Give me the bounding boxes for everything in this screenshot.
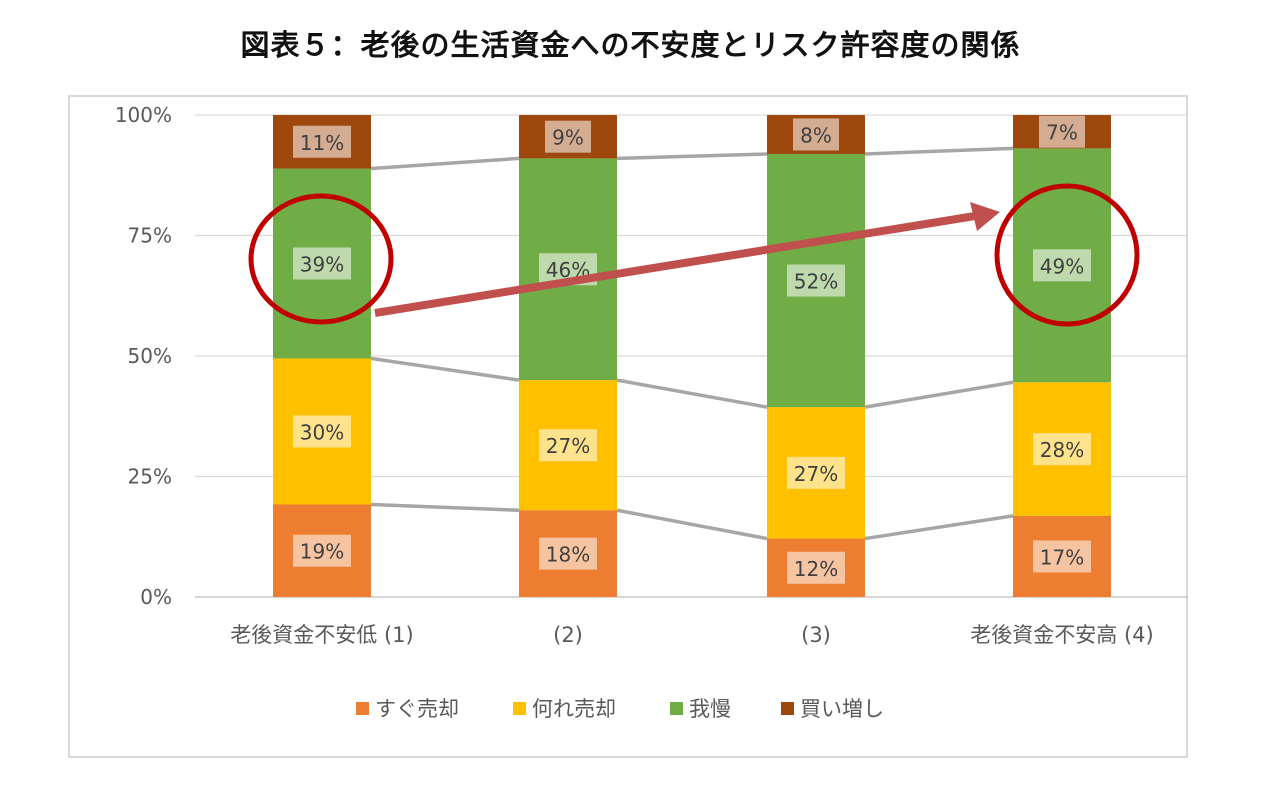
series-connector-line	[370, 356, 1014, 409]
highlight-circle	[994, 183, 1140, 327]
data-label-box	[293, 247, 351, 280]
data-label-box	[793, 118, 839, 151]
series-connector-line	[370, 146, 1014, 171]
y-tick-label: 75%	[128, 224, 172, 248]
x-category-label: (3)	[801, 623, 831, 647]
data-label-box	[787, 551, 845, 584]
legend-swatch	[513, 702, 526, 715]
data-label: 49%	[1040, 254, 1084, 278]
x-category-label: (2)	[553, 623, 583, 647]
legend-label: 買い増し	[800, 697, 884, 721]
trend-arrow-shaft	[374, 212, 976, 317]
data-label: 9%	[552, 126, 584, 150]
legend-swatch	[781, 702, 794, 715]
y-tick-label: 25%	[128, 465, 172, 489]
data-label: 17%	[1040, 545, 1084, 569]
data-label-box	[1033, 249, 1091, 282]
chart-title: 図表５：老後の生活資金への不安度とリスク許容度の関係	[240, 28, 1021, 62]
data-label-box	[787, 456, 845, 489]
data-label-box	[539, 429, 597, 462]
data-label-box	[293, 125, 351, 158]
data-label-box	[1033, 540, 1091, 573]
legend-label: 我慢	[689, 697, 731, 721]
data-label: 18%	[546, 543, 590, 567]
data-label: 8%	[800, 123, 832, 147]
legend-swatch	[356, 702, 369, 715]
x-category-label: 老後資金不安低 (1)	[230, 623, 413, 647]
data-label: 19%	[300, 540, 344, 564]
legend-swatch	[670, 702, 683, 715]
data-label: 27%	[794, 462, 838, 486]
data-label: 27%	[546, 434, 590, 458]
data-label-box	[539, 537, 597, 570]
y-tick-label: 50%	[128, 344, 172, 368]
data-label: 52%	[794, 270, 838, 294]
data-label-box	[1033, 433, 1091, 466]
x-category-label: 老後資金不安高 (4)	[970, 623, 1153, 647]
y-tick-label: 0%	[140, 585, 172, 609]
data-label: 12%	[794, 557, 838, 581]
highlight-circle	[248, 193, 394, 325]
data-label-box	[545, 120, 591, 153]
data-label: 11%	[300, 131, 344, 155]
data-label: 30%	[300, 420, 344, 444]
data-label-box	[293, 415, 351, 448]
legend-label: すぐ売却	[375, 697, 459, 721]
y-tick-label: 100%	[115, 103, 172, 127]
chart-frame	[68, 95, 1188, 758]
data-label-box	[787, 264, 845, 297]
series-connector-line	[370, 502, 1014, 541]
legend-label: 何れ売却	[532, 697, 616, 721]
data-label-box	[1039, 115, 1085, 148]
data-label: 7%	[1046, 121, 1078, 145]
data-label: 28%	[1040, 438, 1084, 462]
trend-arrow-head	[970, 202, 1000, 231]
data-label: 39%	[300, 252, 344, 276]
data-label-box	[293, 534, 351, 567]
